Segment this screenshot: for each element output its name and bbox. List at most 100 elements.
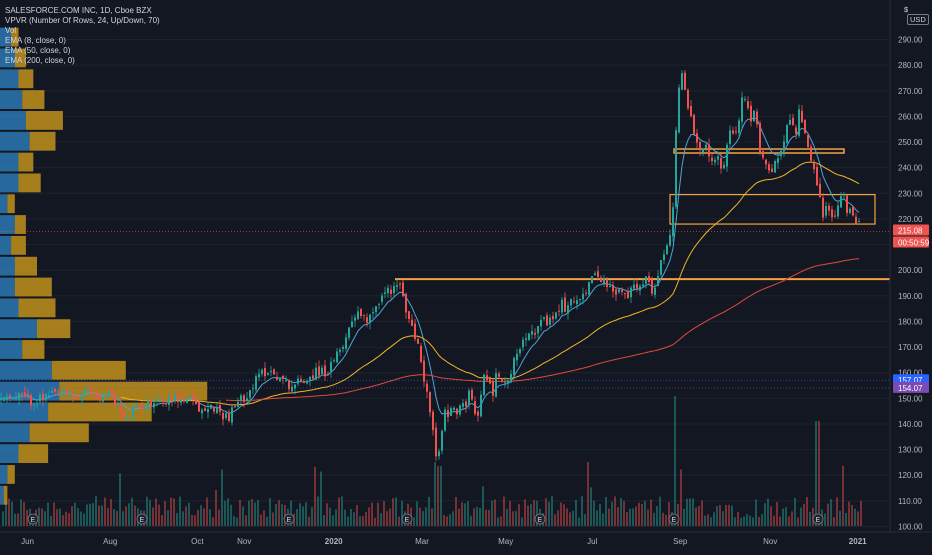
candle-body [501,378,503,382]
vpvr-up-bar [0,256,15,276]
legend-ema200[interactable]: EMA (200, close, 0) [5,56,75,65]
volume-bar [701,500,703,526]
vpvr-down-bar [37,319,71,339]
price-tick-label: 200.00 [898,266,923,275]
candle-body [93,391,95,393]
volume-bar [278,500,280,526]
candle-body [555,312,557,319]
candle-body [726,144,728,167]
volume-bar [161,515,163,526]
vpvr-up-bar [0,423,30,443]
volume-bar [467,501,469,526]
candle-body [672,207,674,237]
volume-bar [830,499,832,526]
candle-body [840,195,842,208]
candle-body [687,90,689,109]
candle-body [843,194,845,196]
candle-body [450,408,452,416]
price-tick-label: 280.00 [898,61,923,70]
price-axis[interactable]: 290.00 280.00 270.00 260.00 250.00 240.00 230.… [889,0,930,532]
candle-body [270,370,272,372]
volume-bar [383,500,385,526]
candle-body [684,72,686,90]
candle-body [747,101,749,109]
candle-body [138,407,140,409]
legend-vpvr[interactable]: VPVR (Number Of Rows, 24, Up/Down, 70) [5,16,160,25]
volume-bar [581,496,583,526]
volume-bar [356,505,358,526]
volume-bar [854,508,856,526]
volume-bar [464,503,466,526]
candle-body [492,381,494,396]
volume-bar [377,502,379,526]
volume-bar [809,511,811,526]
legend-ema8[interactable]: EMA (8, close, 0) [5,36,66,45]
candle-body [216,407,218,414]
candle-body [393,286,395,294]
legend-vol[interactable]: Vol [5,26,17,35]
volume-bar [20,499,22,526]
volume-bar [113,509,115,526]
candle-body [600,277,602,283]
candle-body [792,117,794,126]
candle-body [411,319,413,326]
volume-bar [548,501,550,526]
volume-bar [512,511,514,526]
volume-bar [704,515,706,526]
volume-bar [665,515,667,526]
candle-body [288,379,290,390]
volume-bar [737,511,739,526]
legend-ema50[interactable]: EMA (50, close, 0) [5,46,71,55]
volume-bar [773,515,775,526]
volume-bar [806,497,808,526]
candle-body [378,303,380,305]
volume-bar [155,498,157,526]
candle-body [660,260,662,275]
volume-bar [86,504,88,526]
volume-bar [74,502,76,526]
volume-bar [575,499,577,526]
volume-bar [401,500,403,526]
candle-body [801,110,803,123]
candle-body [534,332,536,335]
candle-body [657,275,659,286]
candle-body [612,284,614,292]
time-axis[interactable]: Jun Aug Oct Nov 2020 Mar May Jul Sep Nov 2021 [0,531,932,546]
volume-bar [248,500,250,526]
candle-body [321,367,323,374]
currency-selector[interactable]: $USD [904,5,932,25]
time-label: Jun [21,537,34,546]
candle-body [222,412,224,420]
candle-body [162,399,164,402]
volume-bar [479,507,481,526]
horizontal-levels[interactable] [0,148,890,389]
candle-body [447,410,449,418]
volume-bar [2,511,4,526]
vpvr-down-bar [14,256,38,276]
currency-code[interactable]: USD [907,14,929,25]
candle-body [486,375,488,381]
volume-bar [98,505,100,526]
candle-body [69,394,71,396]
symbol-title[interactable]: SALESFORCE.COM INC, 1D, Cboe BZX [5,6,152,15]
candle-body [126,416,128,418]
candle-body [66,388,68,394]
volume-bar [281,504,283,526]
volume-bar [506,508,508,526]
volume-bar [14,513,16,526]
candle-body [459,405,461,415]
volume-bar [152,507,154,526]
candle-body [858,221,860,223]
volume-bar [332,515,334,526]
volume-bar [572,510,574,526]
earnings-marker-label: E [672,517,677,524]
volume-bar [254,502,256,526]
candle-body [480,394,482,417]
candle-body [423,360,425,382]
candle-body [702,148,704,153]
candle-body [654,287,656,295]
candle-body [324,365,326,377]
